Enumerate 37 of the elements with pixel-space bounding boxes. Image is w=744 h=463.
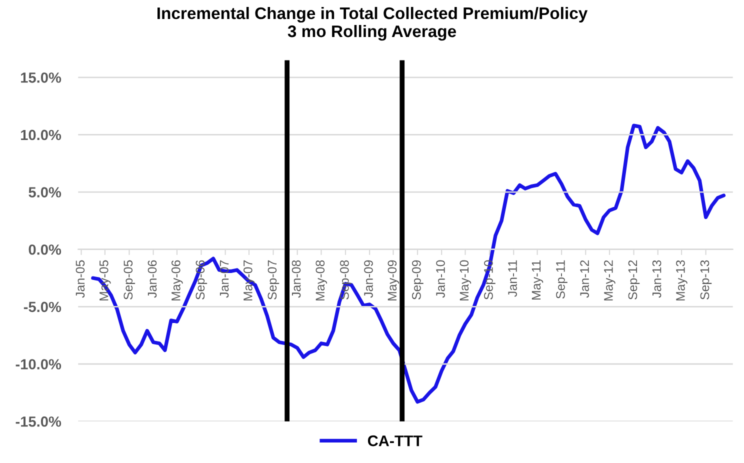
x-tick-label: Jan-08 (292, 260, 301, 298)
x-tick-label: Sep-11 (556, 260, 568, 299)
x-tick-label: May-06 (171, 260, 183, 300)
x-tick-label: Sep-10 (484, 260, 496, 300)
x-tick-label: Sep-07 (268, 260, 280, 300)
x-tick-label: Jan-12 (580, 260, 589, 298)
y-tick-label: -10.0% (16, 359, 62, 370)
x-tick-label: Jan-13 (652, 260, 662, 298)
x-tick-label: May-09 (388, 260, 400, 300)
y-tick-label: -5.0% (24, 302, 62, 312)
x-tick-label: May-12 (604, 260, 616, 300)
x-tick-label: May-07 (244, 260, 255, 300)
y-tick-label: 0.0% (28, 244, 62, 255)
legend-label: CA-TTT (368, 435, 422, 446)
x-tick-label: Jan-07 (220, 260, 229, 298)
x-tick-label: Jan-05 (76, 260, 85, 298)
y-tick-label: 10.0% (21, 130, 62, 140)
x-tick-label: Sep-08 (340, 260, 352, 300)
x-tick-label: Jan-10 (436, 260, 445, 298)
x-tick-label: Sep-09 (412, 260, 424, 300)
x-tick-label: Sep-12 (628, 260, 640, 300)
x-tick-label: May-10 (460, 260, 472, 300)
x-tick-label: May-05 (99, 260, 111, 300)
x-tick-label: Sep-06 (196, 260, 208, 300)
x-tick-label: Sep-05 (124, 260, 136, 300)
x-tick-label: May-11 (532, 260, 544, 300)
line-series (91, 124, 726, 404)
x-tick-label: Jan-06 (148, 260, 157, 298)
x-tick-label: Sep-13 (700, 260, 712, 300)
x-tick-label: May-08 (316, 260, 328, 300)
y-tick-label: -15.0% (16, 416, 62, 427)
x-tick-label: Jan-09 (364, 260, 373, 298)
y-tick-label: 5.0% (28, 187, 62, 198)
x-tick-label: Jan-11 (508, 260, 517, 297)
y-tick-label: 15.0% (21, 72, 62, 83)
chart-title: Incremental Change in Total Collected Premium/Policy 3 mo Rolling Average (157, 6, 588, 41)
x-tick-label: May-13 (676, 260, 688, 300)
